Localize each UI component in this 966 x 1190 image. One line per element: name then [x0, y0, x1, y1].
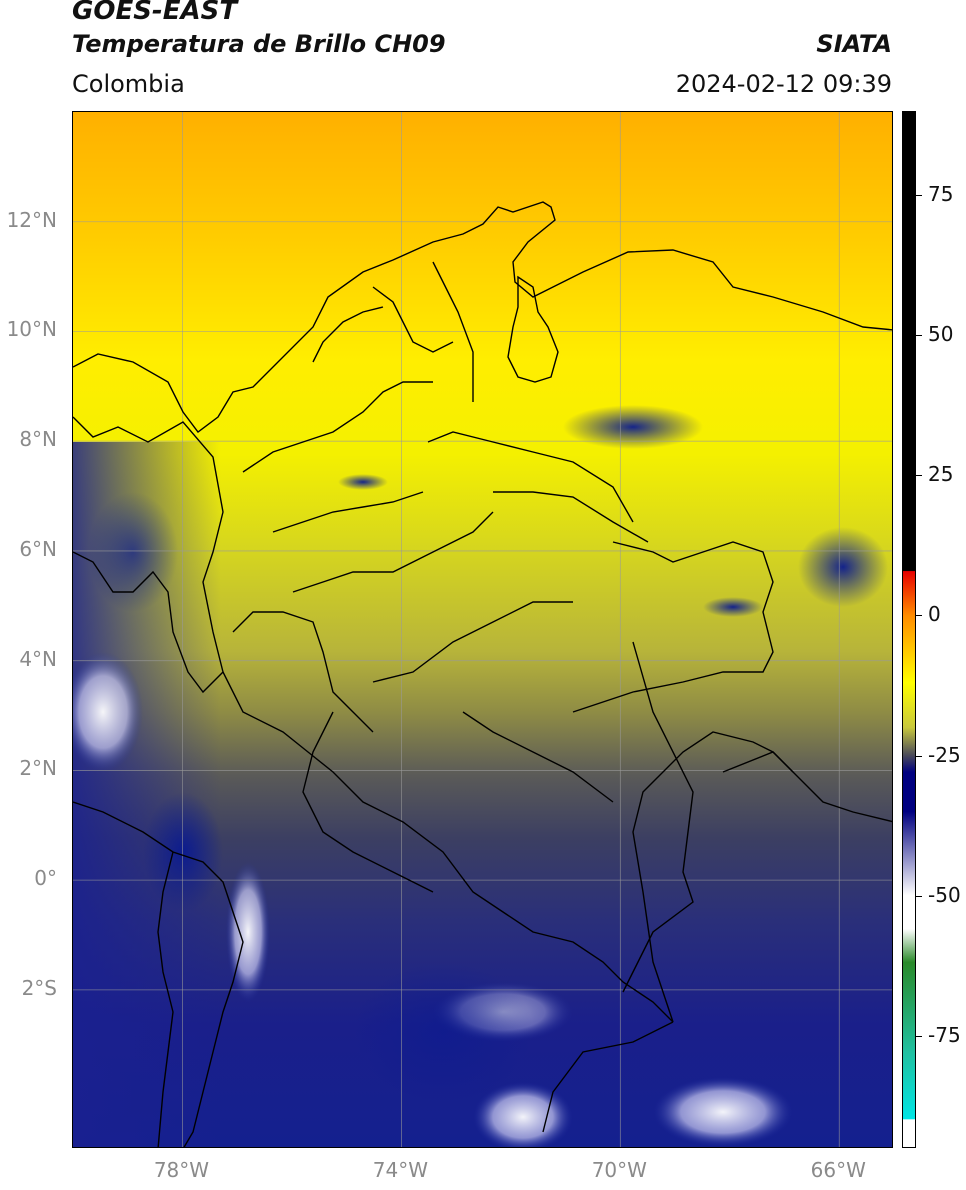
colorbar-tick: [916, 1035, 922, 1037]
region-label: Colombia: [72, 70, 185, 98]
datetime-label: 2024-02-12 09:39: [675, 70, 892, 98]
longitude-tick-label: 70°W: [591, 1158, 647, 1182]
cloud-cell: [88, 492, 178, 612]
longitude-tick-label: 78°W: [153, 1158, 210, 1182]
latitude-tick-label: 2°S: [21, 975, 57, 1000]
map-panel: [72, 111, 893, 1148]
colorbar: [902, 111, 916, 1148]
colorbar-tick: [916, 335, 922, 337]
coastlines-borders: [73, 201, 892, 1147]
cloud-cell: [703, 597, 763, 617]
cloud-cell: [473, 1082, 573, 1147]
colorbar-tick-label: -50: [928, 882, 961, 907]
colorbar-tick: [916, 475, 922, 477]
cloud-cell: [653, 1077, 793, 1147]
colorbar-tick-label: -75: [928, 1022, 961, 1047]
latitude-tick-label: 12°N: [6, 207, 57, 232]
cloud-cell: [353, 962, 533, 1102]
colorbar-tick-label: 50: [928, 322, 954, 347]
cloud-cell: [563, 405, 703, 449]
latitude-tick-label: 0°: [34, 866, 57, 891]
title-satellite: GOES-EAST: [72, 0, 238, 26]
colorbar-tick: [916, 195, 922, 197]
latitude-tick-label: 4°N: [19, 646, 57, 671]
colorbar-tick-label: -25: [928, 742, 961, 767]
gridlines: [73, 112, 892, 1147]
colorbar-tick-label: 0: [928, 602, 941, 627]
colorbar-tick: [916, 755, 922, 757]
cloud-cell: [143, 792, 223, 912]
brand-label: SIATA: [816, 30, 892, 58]
colorbar-tick-label: 25: [928, 462, 954, 487]
colorbar-tick: [916, 615, 922, 617]
latitude-tick-label: 8°N: [19, 427, 57, 452]
satellite-map: [73, 112, 892, 1147]
latitude-tick-label: 6°N: [19, 536, 57, 561]
cloud-cell: [338, 474, 388, 490]
latitude-tick-label: 10°N: [6, 317, 57, 342]
longitude-tick-label: 74°W: [372, 1158, 428, 1182]
cloud-cell: [73, 652, 143, 772]
latitude-tick-label: 2°N: [19, 756, 57, 781]
colorbar-tick-label: 75: [928, 182, 954, 207]
title-product: Temperatura de Brillo CH09: [72, 30, 446, 58]
longitude-tick-label: 66°W: [810, 1158, 866, 1182]
colorbar-tick: [916, 895, 922, 897]
cloud-cell: [798, 527, 888, 607]
